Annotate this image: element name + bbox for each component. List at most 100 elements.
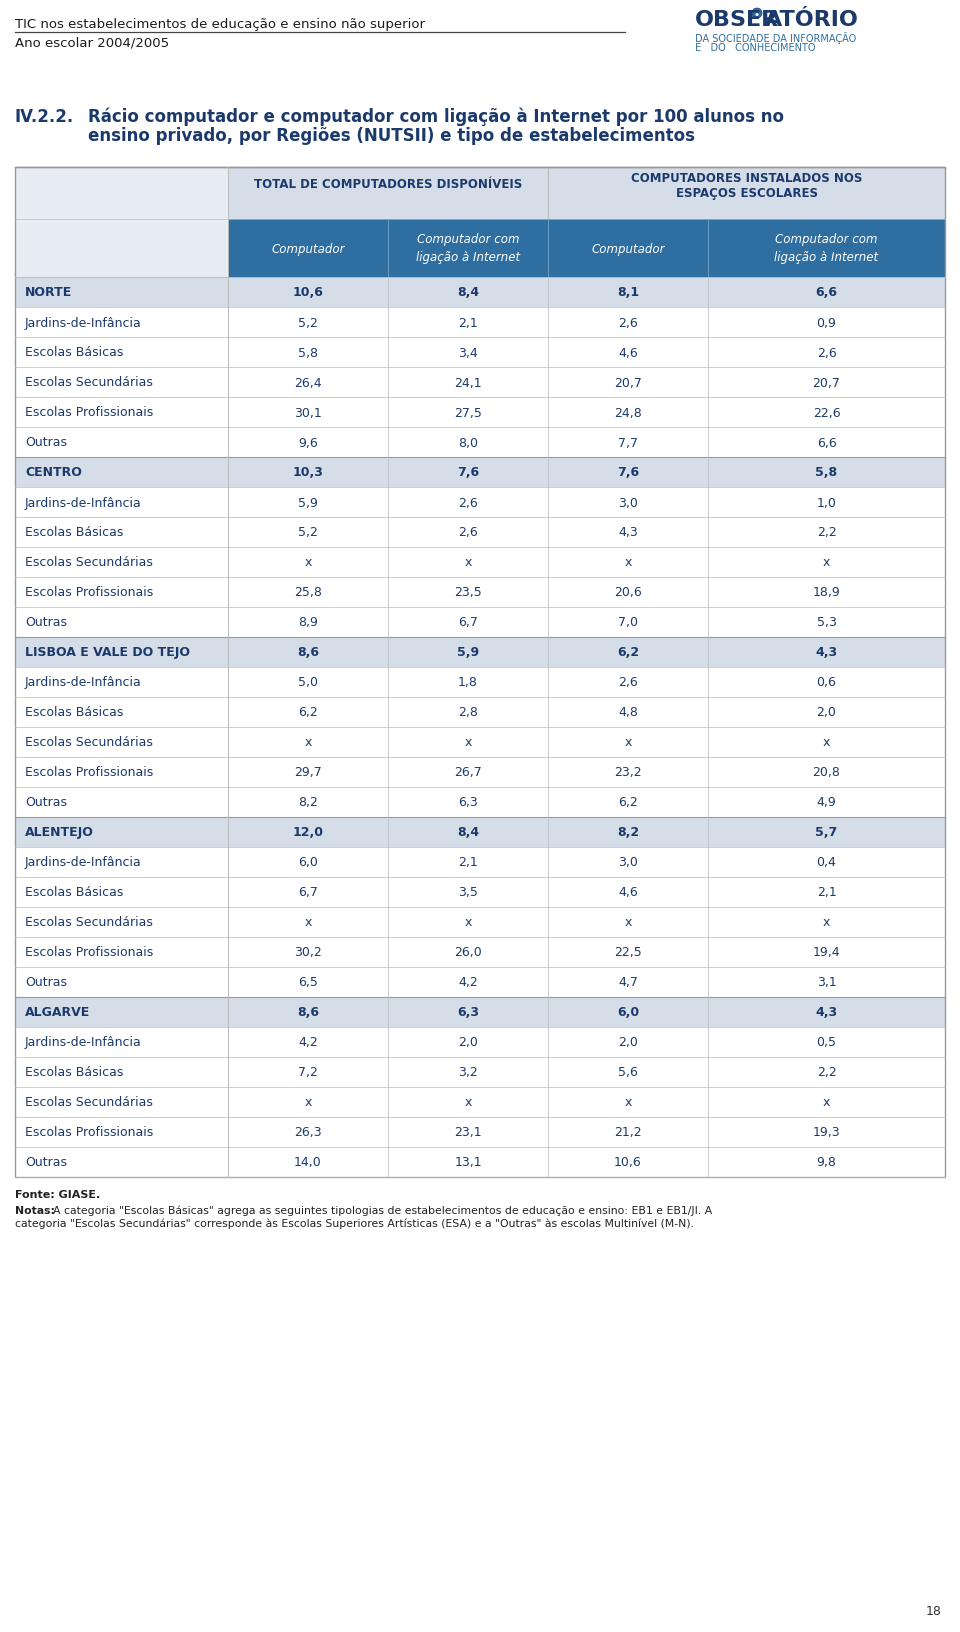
Bar [15,1147,945,1177]
Bar [15,757,945,788]
Text: 26,7: 26,7 [454,765,482,778]
Bar [228,168,548,220]
Text: 19,3: 19,3 [813,1126,840,1139]
Text: 7,6: 7,6 [617,467,639,480]
Text: 23,2: 23,2 [614,765,642,778]
Text: 3,2: 3,2 [458,1066,478,1079]
Text: DA SOCIEDADE DA INFORMAÇÃO: DA SOCIEDADE DA INFORMAÇÃO [695,33,856,44]
Text: 6,0: 6,0 [617,1005,639,1018]
Text: 5,8: 5,8 [815,467,837,480]
Text: Jardins-de-Infância: Jardins-de-Infância [25,1036,142,1049]
Text: Escolas Básicas: Escolas Básicas [25,526,124,539]
Text: 25,8: 25,8 [294,586,322,599]
Text: 6,6: 6,6 [815,286,837,299]
Text: x: x [465,736,471,749]
Text: 4,3: 4,3 [618,526,637,539]
Text: 5,8: 5,8 [298,346,318,359]
Bar [15,517,945,548]
Text: Outras: Outras [25,796,67,809]
Bar [388,220,548,277]
Text: 27,5: 27,5 [454,406,482,419]
Text: ALENTEJO: ALENTEJO [25,826,94,839]
Text: x: x [465,916,471,929]
Text: 24,8: 24,8 [614,406,642,419]
Text: 6,6: 6,6 [817,436,836,449]
Bar [15,338,945,367]
Text: 23,5: 23,5 [454,586,482,599]
Text: 8,0: 8,0 [458,436,478,449]
Text: 18,9: 18,9 [812,586,840,599]
Text: 2,6: 2,6 [817,346,836,359]
Text: 2,2: 2,2 [817,526,836,539]
Text: Escolas Básicas: Escolas Básicas [25,707,124,720]
Text: 6,3: 6,3 [458,796,478,809]
Text: 6,7: 6,7 [458,617,478,628]
Text: NORTE: NORTE [25,286,72,299]
Text: 4,7: 4,7 [618,976,638,989]
Text: 6,7: 6,7 [298,886,318,899]
Text: 22,5: 22,5 [614,947,642,960]
Text: ESPAÇOS ESCOLARES: ESPAÇOS ESCOLARES [676,188,818,201]
Text: Ano escolar 2004/2005: Ano escolar 2004/2005 [15,38,169,51]
Text: 8,6: 8,6 [297,1005,319,1018]
Bar [548,168,945,220]
Text: 5,6: 5,6 [618,1066,638,1079]
Text: 8,1: 8,1 [617,286,639,299]
Text: 29,7: 29,7 [294,765,322,778]
Text: 2,0: 2,0 [618,1036,638,1049]
Text: 0,9: 0,9 [817,317,836,330]
Text: 10,6: 10,6 [614,1155,642,1169]
Bar [15,937,945,968]
Text: 14,0: 14,0 [294,1155,322,1169]
Text: Escolas Secundárias: Escolas Secundárias [25,736,153,749]
Text: 10,3: 10,3 [293,467,324,480]
Text: Jardins-de-Infância: Jardins-de-Infância [25,676,142,689]
Text: Outras: Outras [25,436,67,449]
Text: 8,2: 8,2 [298,796,318,809]
Text: 12,0: 12,0 [293,826,324,839]
Bar [15,847,945,878]
Text: 5,7: 5,7 [815,826,838,839]
Text: x: x [624,916,632,929]
Bar [708,220,945,277]
Text: 30,2: 30,2 [294,947,322,960]
Bar [15,638,945,667]
Bar [15,398,945,428]
Text: x: x [823,736,830,749]
Text: 2,1: 2,1 [817,886,836,899]
Text: x: x [304,557,312,570]
Text: 1,0: 1,0 [817,496,836,509]
Text: 20,7: 20,7 [812,377,840,390]
Text: x: x [823,557,830,570]
Text: Escolas Profissionais: Escolas Profissionais [25,406,154,419]
Text: COMPUTADORES INSTALADOS NOS: COMPUTADORES INSTALADOS NOS [631,171,862,184]
Text: 22,6: 22,6 [813,406,840,419]
Text: x: x [465,557,471,570]
Text: 2,6: 2,6 [618,676,637,689]
Text: 4,2: 4,2 [299,1036,318,1049]
Text: 6,5: 6,5 [298,976,318,989]
Text: 10,6: 10,6 [293,286,324,299]
Text: x: x [304,736,312,749]
Bar [15,168,945,1177]
Text: 5,3: 5,3 [817,617,836,628]
Text: ALGARVE: ALGARVE [25,1005,90,1018]
Text: 26,3: 26,3 [294,1126,322,1139]
Text: Notas:: Notas: [15,1206,55,1216]
Bar [15,168,228,220]
Text: Escolas Profissionais: Escolas Profissionais [25,765,154,778]
Text: Escolas Profissionais: Escolas Profissionais [25,586,154,599]
Text: 4,3: 4,3 [815,646,837,659]
Text: 5,9: 5,9 [457,646,479,659]
Text: 20,8: 20,8 [812,765,840,778]
Text: 2,2: 2,2 [817,1066,836,1079]
Text: 13,1: 13,1 [454,1155,482,1169]
Text: 9,8: 9,8 [817,1155,836,1169]
Text: 2,6: 2,6 [618,317,637,330]
Text: 2,1: 2,1 [458,317,478,330]
Text: 4,6: 4,6 [618,346,637,359]
Text: x: x [624,557,632,570]
Text: 4,3: 4,3 [815,1005,837,1018]
Text: 26,0: 26,0 [454,947,482,960]
Text: Escolas Secundárias: Escolas Secundárias [25,557,153,570]
